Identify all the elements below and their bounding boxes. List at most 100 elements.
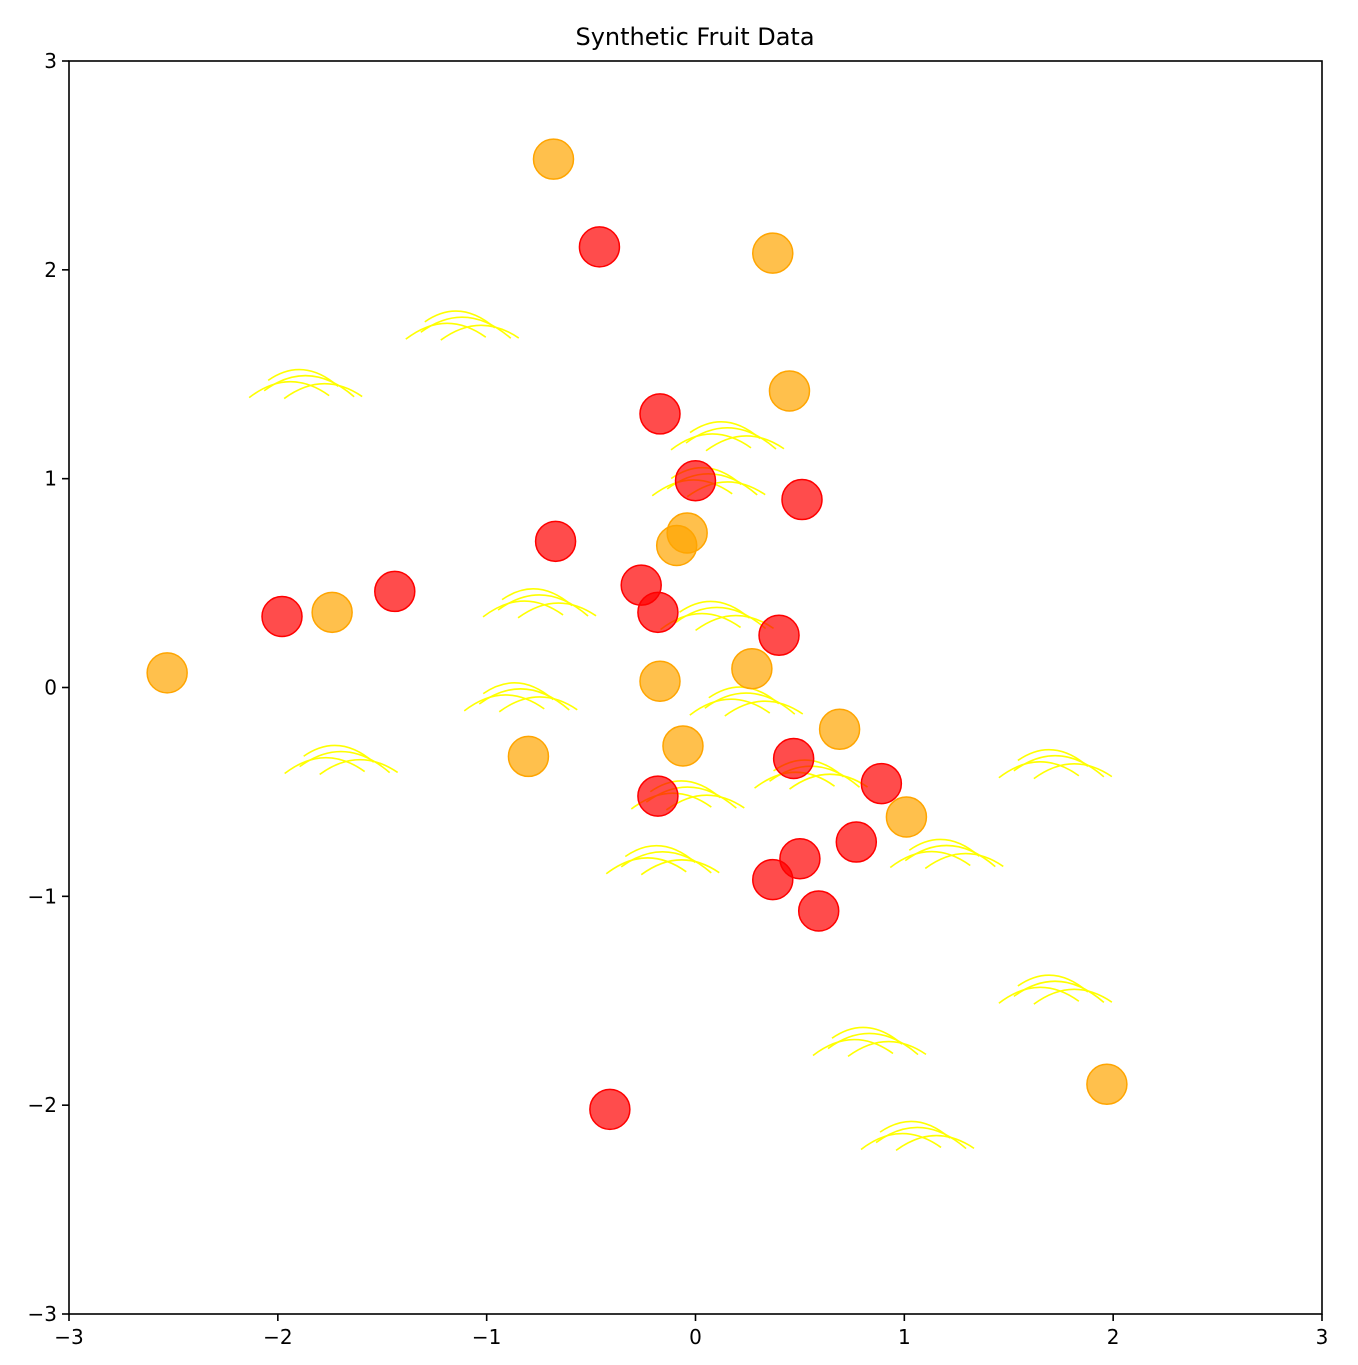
banana-arc <box>704 692 796 715</box>
orange-fruit-point <box>146 652 188 694</box>
banana-arc <box>303 744 375 763</box>
red-fruit-point <box>261 595 303 638</box>
banana-point <box>889 838 1004 870</box>
banana-arc <box>670 433 752 451</box>
banana-arc <box>1033 763 1113 780</box>
banana-arc <box>908 838 980 857</box>
orange-fruit-point <box>752 232 794 274</box>
banana-arc <box>879 1120 951 1139</box>
banana-arc <box>624 845 696 864</box>
banana-arc <box>847 1040 927 1058</box>
red-fruit-point <box>578 226 621 268</box>
banana-arc <box>998 761 1080 779</box>
orange-fruit-point <box>662 725 704 767</box>
banana-arc <box>605 857 687 875</box>
banana-arc <box>420 316 512 339</box>
banana-arc <box>675 606 767 630</box>
plot-frame <box>68 60 1323 1315</box>
orange-fruit-point <box>818 708 861 751</box>
orange-fruit-point <box>731 647 773 690</box>
banana-arc <box>875 1126 967 1150</box>
banana-arc <box>924 852 1004 870</box>
orange-fruit-point <box>311 591 353 634</box>
red-fruit-point <box>674 460 717 502</box>
y-tick-label: 2 <box>44 258 57 282</box>
banana-arc <box>517 602 597 619</box>
red-fruit-point <box>637 775 679 817</box>
banana-arc <box>319 758 399 776</box>
banana-arc <box>1017 974 1089 993</box>
banana-point <box>860 1120 975 1151</box>
banana-arc <box>689 698 771 716</box>
red-fruit-point <box>639 393 681 435</box>
banana-arc <box>284 756 366 775</box>
banana-arc <box>1013 980 1105 1003</box>
banana-arc <box>889 850 971 869</box>
banana-arc <box>685 427 777 450</box>
x-tick-label: −3 <box>54 1325 83 1349</box>
banana-point <box>284 744 399 776</box>
red-fruit-point <box>637 591 679 634</box>
orange-fruit-point <box>655 524 698 567</box>
banana-arc <box>1017 748 1089 768</box>
y-tick-label: 0 <box>44 676 57 700</box>
banana-arc <box>463 694 545 712</box>
banana-arc <box>267 368 339 387</box>
banana-point <box>998 974 1113 1005</box>
banana-arc <box>620 850 712 874</box>
banana-arc <box>498 696 578 713</box>
banana-arc <box>769 765 861 788</box>
y-tick-label: 1 <box>44 467 57 491</box>
banana-arc <box>904 844 996 868</box>
banana-arc <box>827 1032 919 1056</box>
chart-title: Synthetic Fruit Data <box>575 23 814 51</box>
red-fruit-point <box>781 478 823 521</box>
x-tick-label: 2 <box>1107 1325 1120 1349</box>
red-fruit-point <box>835 821 878 863</box>
banana-arc <box>497 594 589 617</box>
banana-arc <box>478 688 570 711</box>
banana-arc <box>998 986 1080 1004</box>
orange-fruit-point <box>639 660 681 702</box>
banana-arc <box>812 1038 894 1057</box>
red-fruit-point <box>752 858 794 901</box>
banana-arc <box>640 859 720 876</box>
red-fruit-point <box>797 890 840 932</box>
banana-arc <box>705 435 785 452</box>
banana-arc <box>789 773 868 790</box>
orange-fruit-point <box>768 370 811 412</box>
red-fruit-point <box>589 1088 631 1131</box>
y-tick-label: −1 <box>28 884 57 908</box>
banana-point <box>463 682 578 713</box>
plot-markers <box>146 138 1128 1151</box>
banana-arc <box>424 310 496 329</box>
y-tick-label: −3 <box>28 1302 57 1326</box>
orange-fruit-point <box>885 796 928 838</box>
banana-arc <box>895 1134 975 1151</box>
x-tick-label: 0 <box>689 1325 702 1349</box>
y-axis: −3 −2 −1 0 1 2 3 <box>28 49 69 1326</box>
banana-arc <box>482 682 554 701</box>
banana-arc <box>831 1026 903 1045</box>
red-fruit-point <box>534 520 577 563</box>
banana-arc <box>405 322 487 340</box>
banana-arc <box>689 421 761 440</box>
x-tick-label: −1 <box>472 1325 501 1349</box>
banana-arc <box>724 700 804 717</box>
red-fruit-point <box>860 762 903 805</box>
banana-arc <box>299 750 391 774</box>
banana-arc <box>1033 988 1113 1005</box>
banana-arc <box>248 380 330 399</box>
x-tick-label: −2 <box>263 1325 292 1349</box>
banana-point <box>405 310 520 341</box>
banana-arc <box>440 324 520 341</box>
y-tick-label: 3 <box>44 49 57 73</box>
banana-arc <box>679 600 751 619</box>
y-tick-label: −2 <box>28 1093 57 1117</box>
orange-fruit-point <box>532 138 575 180</box>
red-fruit-point <box>772 737 815 780</box>
banana-arc <box>860 1132 942 1151</box>
banana-arc <box>482 600 564 618</box>
x-tick-label: 3 <box>1316 1325 1329 1349</box>
